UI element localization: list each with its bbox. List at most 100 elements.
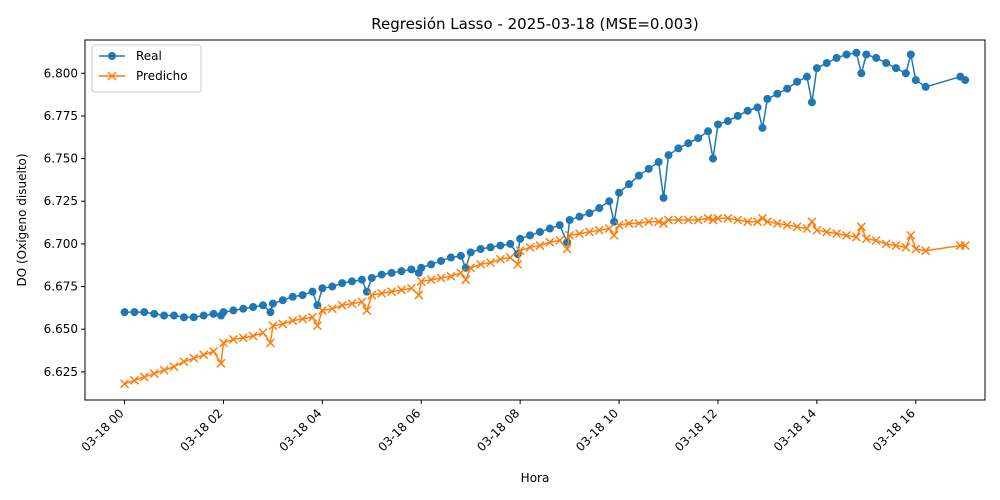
series-real <box>120 48 970 322</box>
data-point-pred <box>387 287 397 297</box>
data-point-real <box>219 308 228 317</box>
data-point-real <box>763 94 772 103</box>
data-point-real <box>753 103 762 112</box>
data-point-pred <box>723 213 733 223</box>
data-point-pred <box>856 222 866 232</box>
data-point-pred <box>436 273 446 283</box>
data-point-real <box>664 151 673 160</box>
data-point-real <box>545 224 554 233</box>
data-point-pred <box>911 244 921 254</box>
data-point-real <box>842 50 851 59</box>
data-point-pred <box>812 225 822 235</box>
data-point-real <box>852 48 861 57</box>
data-point-pred <box>535 241 545 251</box>
data-point-pred <box>822 227 832 237</box>
data-point-pred <box>362 305 372 315</box>
data-point-real <box>377 270 386 279</box>
data-point-real <box>298 291 307 300</box>
data-point-real <box>268 299 277 308</box>
data-point-real <box>773 89 782 98</box>
data-point-pred <box>604 224 614 234</box>
data-point-real <box>733 111 742 120</box>
data-point-real <box>259 301 268 310</box>
data-point-real <box>328 282 337 291</box>
y-tick-label: 6.625 <box>44 365 78 379</box>
data-point-real <box>348 277 357 286</box>
data-point-pred <box>120 379 130 389</box>
data-point-real <box>872 53 881 62</box>
data-point-pred <box>298 314 308 324</box>
data-point-real <box>288 292 297 301</box>
data-point-pred <box>634 218 644 228</box>
data-point-pred <box>842 230 852 240</box>
data-point-pred <box>199 350 209 360</box>
y-tick-label: 6.750 <box>44 152 78 166</box>
data-point-real <box>239 304 248 313</box>
data-point-real <box>387 268 396 277</box>
data-point-real <box>266 308 275 317</box>
data-point-pred <box>659 218 669 228</box>
data-point-real <box>476 245 485 253</box>
data-point-pred <box>169 362 179 372</box>
data-point-real <box>906 50 915 59</box>
data-point-pred <box>752 217 763 227</box>
data-point-pred <box>312 321 322 331</box>
data-point-pred <box>733 215 743 225</box>
data-point-real <box>150 309 159 318</box>
data-point-real <box>130 308 139 317</box>
data-point-pred <box>683 215 693 225</box>
data-point-pred <box>782 220 792 230</box>
data-point-real <box>140 308 149 317</box>
data-point-pred <box>446 271 456 281</box>
data-point-pred <box>584 227 594 237</box>
data-point-pred <box>851 232 861 242</box>
y-tick-label: 6.700 <box>44 237 78 251</box>
data-point-real <box>437 256 446 265</box>
data-point-pred <box>555 235 565 246</box>
data-point-real <box>446 253 455 262</box>
data-point-pred <box>757 213 768 223</box>
data-point-real <box>506 239 515 248</box>
data-point-pred <box>609 230 619 240</box>
data-point-pred <box>416 276 426 286</box>
data-point-pred <box>574 229 585 239</box>
data-point-pred <box>921 246 931 256</box>
data-point-pred <box>906 230 916 240</box>
data-point-real <box>427 260 436 269</box>
data-point-pred <box>456 268 466 278</box>
data-point-real <box>615 188 624 197</box>
data-point-pred <box>513 259 523 269</box>
data-point-real <box>644 164 653 173</box>
data-point-pred <box>288 316 298 326</box>
data-point-pred <box>644 217 654 227</box>
data-point-real <box>802 72 811 81</box>
data-point-real <box>367 274 376 283</box>
data-point-real <box>783 84 792 93</box>
data-point-pred <box>248 331 258 341</box>
data-point-pred <box>209 346 219 356</box>
data-point-pred <box>216 358 226 368</box>
data-point-real <box>357 275 366 284</box>
data-point-real <box>704 127 713 136</box>
data-point-pred <box>515 246 525 256</box>
data-point-real <box>496 241 505 250</box>
data-point-pred <box>545 237 555 247</box>
data-point-real <box>634 171 643 180</box>
data-point-real <box>516 234 525 243</box>
data-point-real <box>654 157 663 166</box>
data-point-pred <box>792 222 802 232</box>
data-point-real <box>674 144 683 153</box>
data-point-real <box>565 216 574 224</box>
data-point-real <box>199 311 208 320</box>
data-point-pred <box>901 242 911 252</box>
data-point-pred <box>268 321 278 331</box>
data-point-pred <box>228 334 238 344</box>
data-point-pred <box>562 244 572 254</box>
data-point-real <box>961 76 970 85</box>
data-point-real <box>862 50 871 59</box>
data-point-pred <box>258 328 268 338</box>
data-point-pred <box>663 215 674 225</box>
data-point-pred <box>307 312 318 322</box>
data-point-real <box>318 284 327 293</box>
